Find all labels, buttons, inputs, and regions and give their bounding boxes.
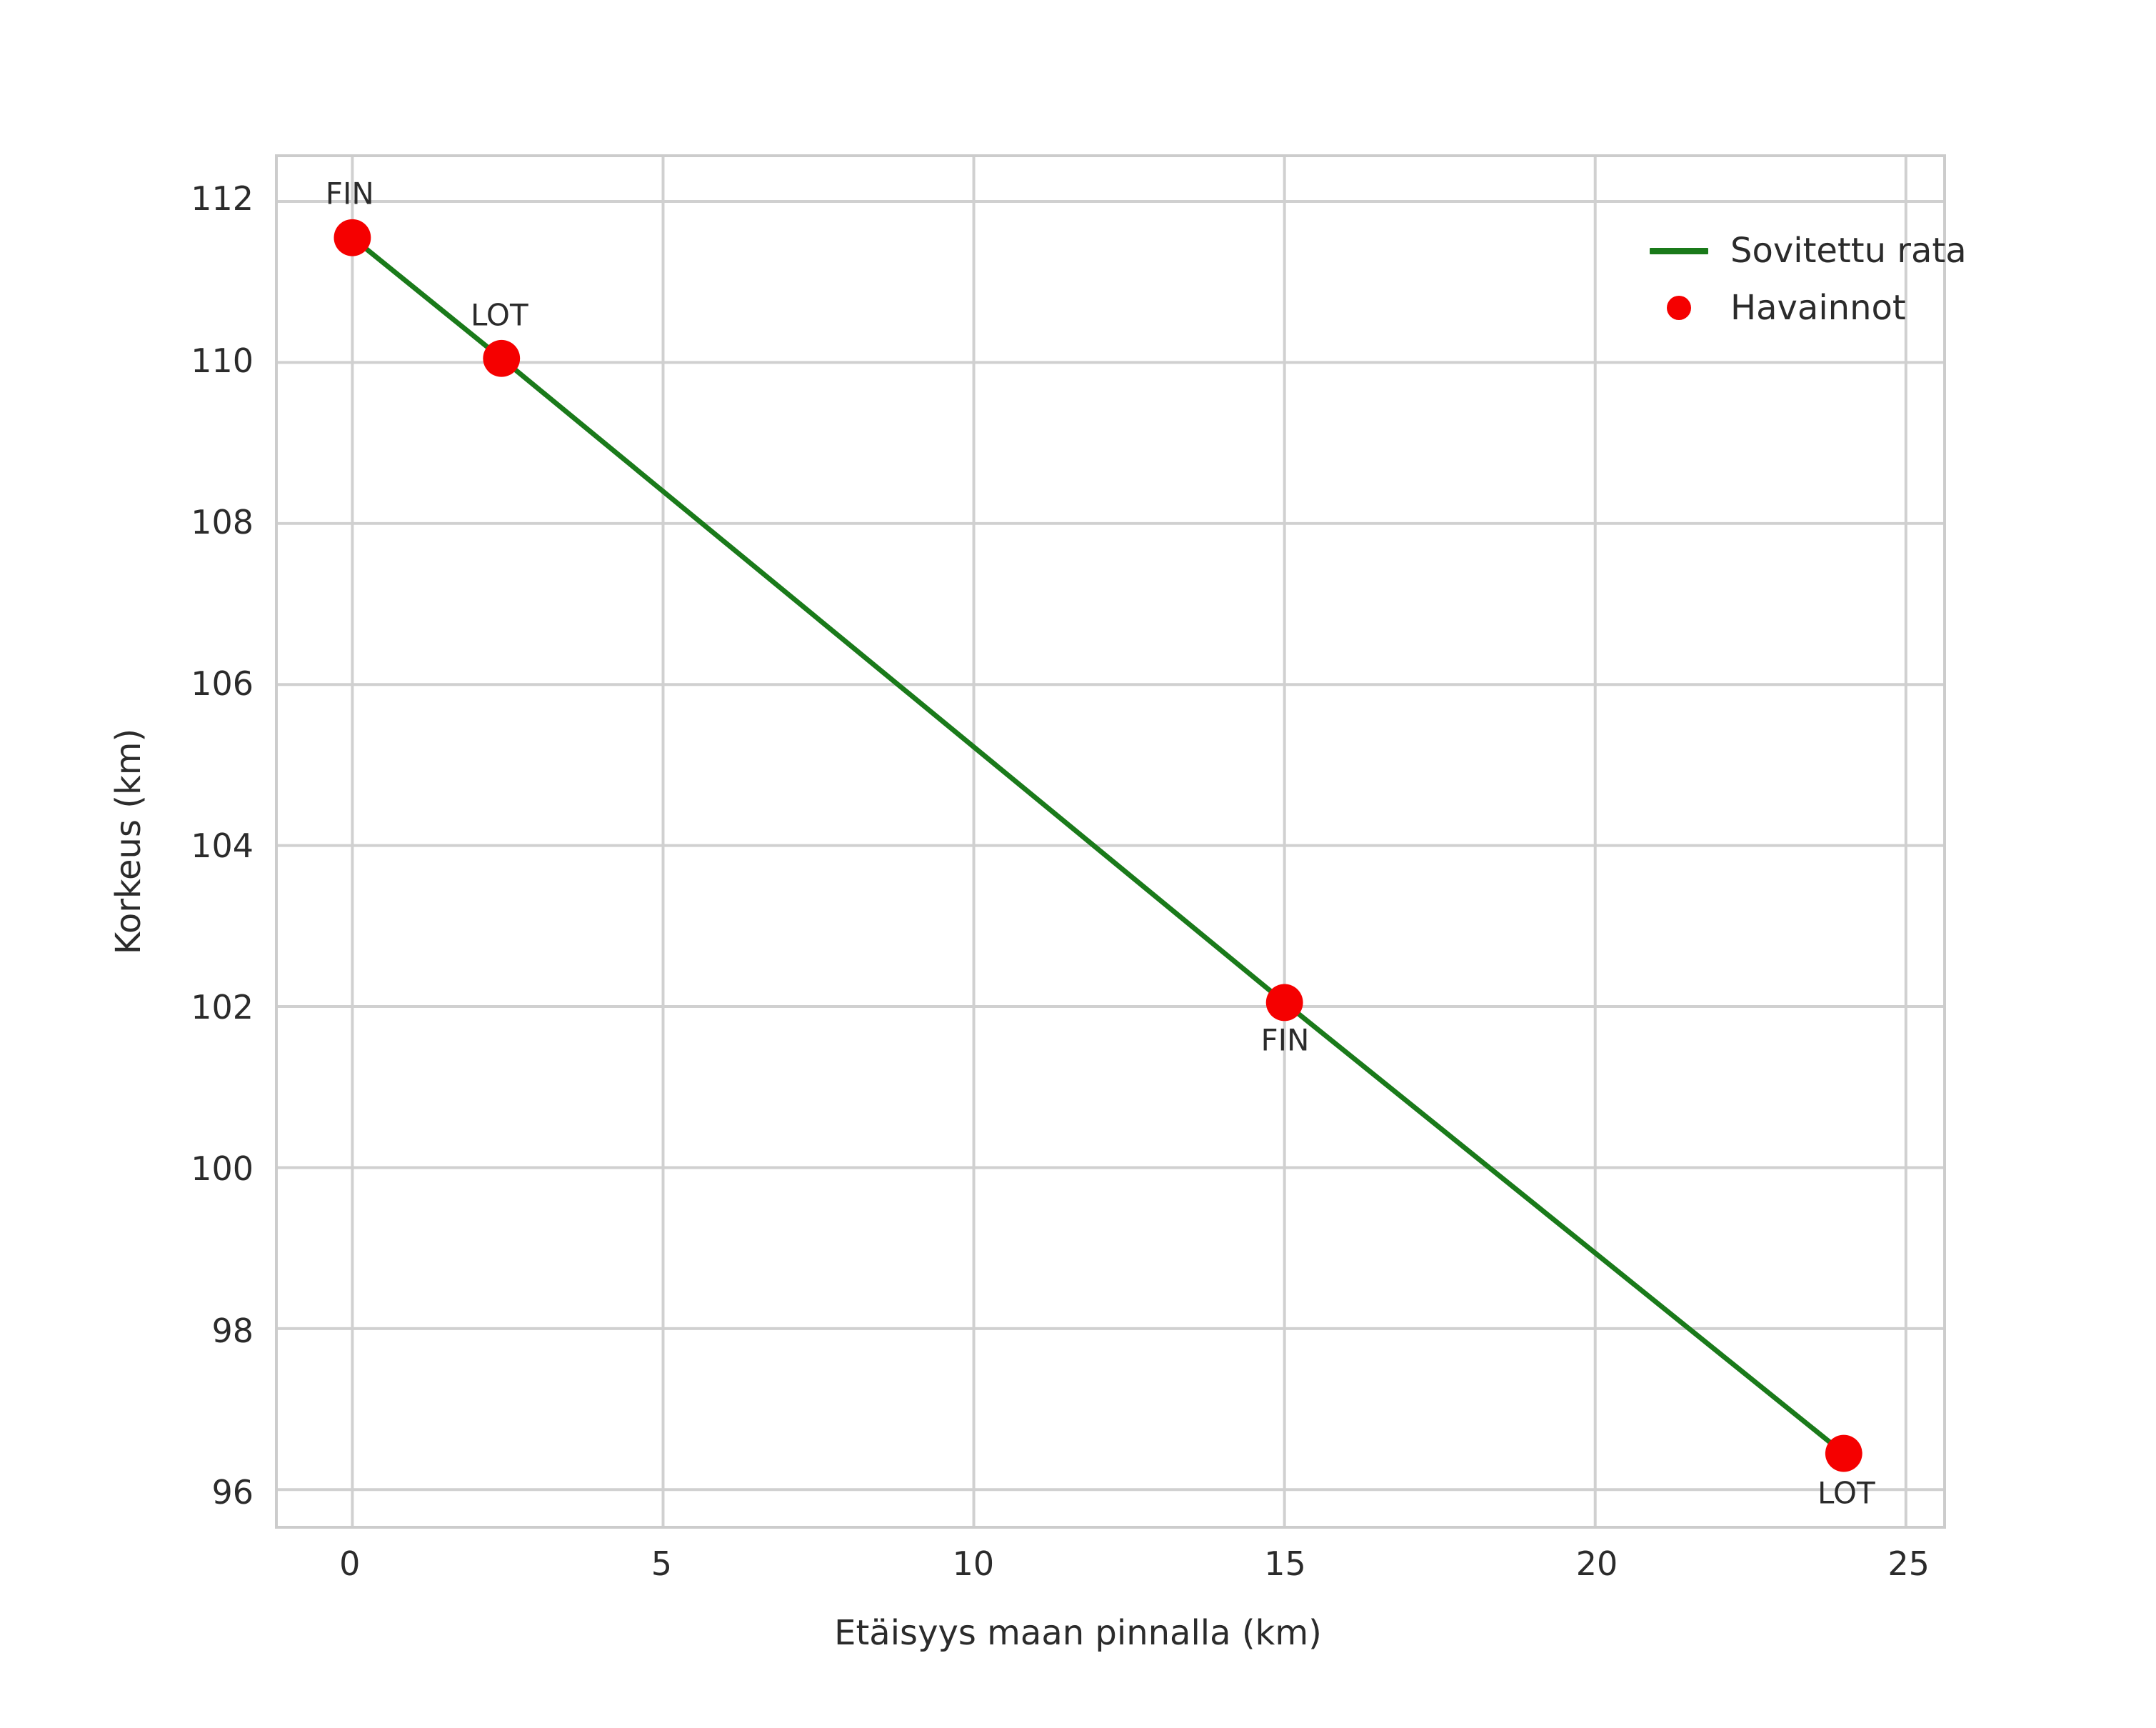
x-axis-label: Etäisyys maan pinnalla (km) bbox=[834, 1613, 1322, 1653]
legend-marker-swatch bbox=[1639, 296, 1719, 320]
y-tick-label: 98 bbox=[211, 1311, 254, 1350]
legend-label-observations: Havainnot bbox=[1730, 288, 1906, 328]
data-point bbox=[1265, 984, 1303, 1022]
chart-legend: Sovitettu rata Havainnot bbox=[1639, 230, 1967, 329]
legend-line-swatch bbox=[1639, 247, 1719, 254]
series-line-0 bbox=[349, 235, 1847, 1457]
plot-area bbox=[275, 154, 1946, 1529]
point-label-lot: LOT bbox=[471, 297, 528, 333]
y-tick-label: 112 bbox=[191, 179, 254, 219]
y-axis-tick-labels: 96 98 100 102 104 106 108 110 112 bbox=[0, 154, 254, 1529]
data-point bbox=[334, 219, 371, 256]
y-tick-label: 102 bbox=[191, 988, 254, 1027]
y-tick-label: 108 bbox=[191, 502, 254, 541]
y-tick-label: 110 bbox=[191, 341, 254, 380]
series-markers-1 bbox=[334, 219, 1862, 1472]
point-label-lot: LOT bbox=[1817, 1475, 1875, 1511]
legend-entry-observations: Havainnot bbox=[1639, 287, 1925, 329]
y-tick-label: 106 bbox=[191, 664, 254, 704]
gridlines bbox=[278, 157, 1943, 1526]
x-tick-label: 10 bbox=[952, 1544, 995, 1583]
x-tick-label: 0 bbox=[339, 1544, 361, 1583]
data-point bbox=[1825, 1434, 1862, 1472]
x-tick-label: 5 bbox=[651, 1544, 672, 1583]
x-tick-label: 25 bbox=[1887, 1544, 1930, 1583]
x-tick-label: 15 bbox=[1264, 1544, 1306, 1583]
legend-label-fitted-line: Sovitettu rata bbox=[1730, 231, 1967, 271]
y-tick-label: 96 bbox=[211, 1473, 254, 1512]
y-tick-label: 100 bbox=[191, 1149, 254, 1189]
x-axis-tick-labels: 0 5 10 15 20 25 bbox=[275, 1544, 1946, 1594]
x-tick-label: 20 bbox=[1575, 1544, 1618, 1583]
plot-svg bbox=[278, 157, 1943, 1526]
point-label-fin: FIN bbox=[1260, 1022, 1310, 1058]
legend-entry-fitted-line: Sovitettu rata bbox=[1639, 230, 1967, 271]
data-point bbox=[483, 339, 521, 377]
point-label-fin: FIN bbox=[325, 176, 374, 211]
y-tick-label: 104 bbox=[191, 826, 254, 865]
